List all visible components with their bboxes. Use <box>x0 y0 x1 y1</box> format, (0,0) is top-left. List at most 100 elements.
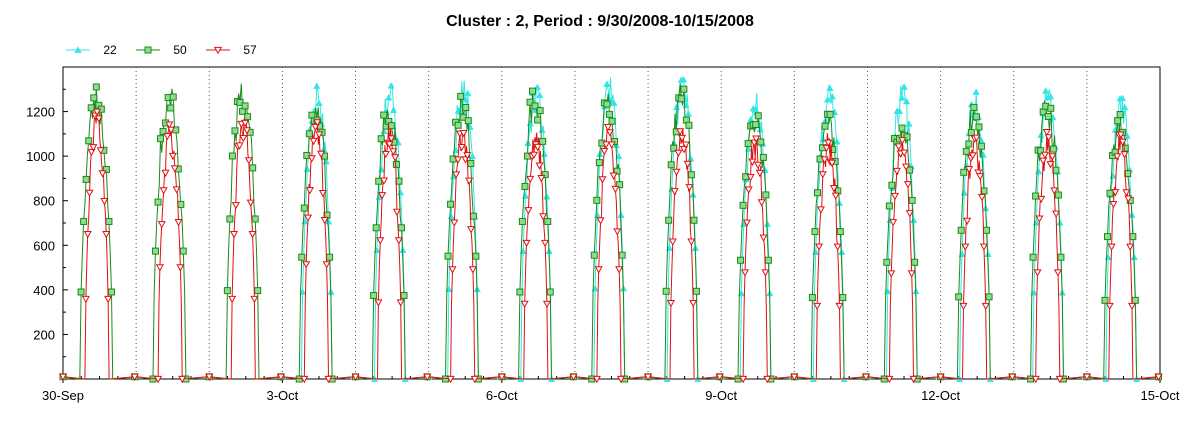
series-point-50 <box>231 127 239 135</box>
series-point-22 <box>464 89 472 97</box>
series-point-22 <box>313 82 321 89</box>
series-point-57 <box>1154 373 1163 382</box>
series-point-57 <box>497 373 506 382</box>
series-point-50 <box>105 217 113 225</box>
series-point-57 <box>1008 373 1017 382</box>
series-point-57 <box>242 127 252 135</box>
series-point-57 <box>389 148 398 156</box>
series-point-50 <box>241 102 249 110</box>
series-point-22 <box>900 83 908 90</box>
series-point-57 <box>889 219 898 227</box>
series-point-57 <box>964 166 974 174</box>
series-point-57 <box>902 163 911 171</box>
series-point-50 <box>967 128 975 136</box>
series-point-50 <box>885 202 893 210</box>
series-point-50 <box>462 103 470 111</box>
series-point-57 <box>446 375 455 384</box>
series-point-57 <box>318 189 327 198</box>
series-point-57 <box>1126 243 1135 251</box>
series-point-57 <box>977 194 987 202</box>
series-point-57 <box>759 234 768 242</box>
series-point-57 <box>85 189 94 198</box>
series-point-57 <box>394 237 403 245</box>
series-point-22 <box>315 99 323 107</box>
series-point-50 <box>1103 233 1111 241</box>
series-point-50 <box>752 120 760 128</box>
series-point-57 <box>387 135 396 143</box>
series-point-50 <box>898 124 906 132</box>
series-57 <box>58 108 1163 384</box>
series-point-50 <box>972 113 980 121</box>
series-point-57 <box>541 239 550 248</box>
series-point-57 <box>828 159 837 168</box>
series-point-50 <box>957 226 965 234</box>
series-point-57 <box>607 141 616 149</box>
series-point-57 <box>392 208 402 217</box>
series-point-57 <box>391 154 400 162</box>
series-point-57 <box>524 207 533 215</box>
series-point-50 <box>80 217 88 225</box>
series-point-57 <box>963 217 972 226</box>
series-point-57 <box>600 148 609 156</box>
series-point-57 <box>385 141 394 149</box>
series-point-57 <box>379 177 389 185</box>
series-point-57 <box>753 161 763 170</box>
series-point-57 <box>520 300 529 309</box>
series-point-50 <box>826 110 834 118</box>
series-point-57 <box>58 373 68 382</box>
series-point-57 <box>905 210 914 218</box>
series-point-57 <box>1122 189 1131 197</box>
series-point-57 <box>159 187 168 195</box>
series-point-50 <box>970 103 978 111</box>
series-point-57 <box>163 133 172 141</box>
series-point-22 <box>610 99 618 107</box>
series-point-50 <box>228 152 236 160</box>
series-point-50 <box>836 228 844 236</box>
series-point-57 <box>670 188 679 196</box>
series-point-50 <box>690 216 698 224</box>
series-point-50 <box>298 253 306 261</box>
series-point-57 <box>833 243 842 251</box>
series-point-57 <box>165 121 174 129</box>
series-point-57 <box>829 184 838 193</box>
series-point-50 <box>518 217 526 225</box>
series-point-50 <box>883 258 891 266</box>
series-point-50 <box>544 217 552 225</box>
legend-label-50: 50 <box>173 43 187 57</box>
series-point-57 <box>903 181 913 189</box>
series-point-57 <box>468 266 477 274</box>
x-tick-label: 9-Oct <box>705 388 737 403</box>
series-point-50 <box>983 226 991 234</box>
series-point-50 <box>1044 112 1052 120</box>
series-point-57 <box>835 302 844 311</box>
series-point-22 <box>468 152 477 160</box>
series-point-57 <box>537 175 546 183</box>
series-point-57 <box>1031 375 1040 384</box>
series-point-57 <box>936 373 945 382</box>
series-point-50 <box>593 196 601 204</box>
series-point-57 <box>522 239 531 248</box>
series-point-50 <box>539 137 547 145</box>
series-point-57 <box>1118 138 1127 147</box>
series-point-22 <box>833 137 841 145</box>
series-point-50 <box>677 95 685 103</box>
series-point-57 <box>979 243 988 251</box>
series-point-50 <box>737 256 745 264</box>
series-point-57 <box>1037 195 1046 204</box>
series-point-22 <box>826 84 834 91</box>
series-point-50 <box>526 98 534 106</box>
series-point-57 <box>130 373 139 382</box>
series-point-57 <box>715 373 724 382</box>
series-point-57 <box>674 149 683 158</box>
series-point-50 <box>326 253 334 261</box>
y-tick-label: 200 <box>33 327 55 342</box>
series-point-57 <box>974 169 983 177</box>
series-point-50 <box>754 112 762 120</box>
series-point-57 <box>396 299 405 307</box>
series-point-57 <box>313 119 322 127</box>
series-point-50 <box>397 224 405 232</box>
series-point-57 <box>972 134 981 142</box>
series-point-57 <box>1105 302 1114 311</box>
series-point-57 <box>900 149 909 157</box>
series-point-22 <box>828 92 836 100</box>
